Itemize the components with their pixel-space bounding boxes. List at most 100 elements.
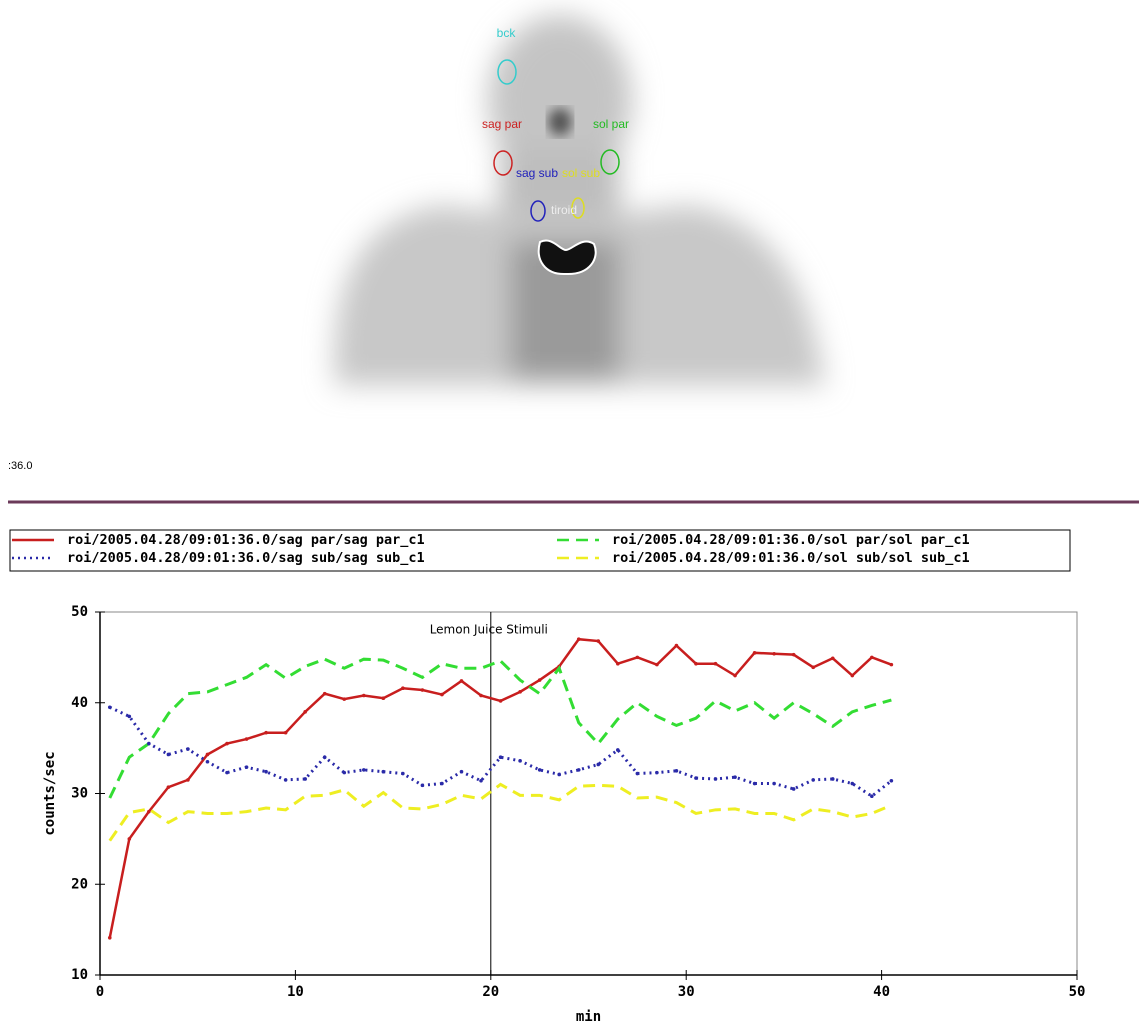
point — [186, 778, 190, 782]
point — [459, 679, 464, 683]
roi-label: sol sub — [562, 166, 600, 180]
point — [576, 768, 581, 772]
point — [635, 771, 640, 776]
x-tick-label: 10 — [287, 984, 304, 1000]
point — [147, 741, 151, 746]
point — [498, 699, 503, 703]
point — [616, 661, 620, 666]
point — [303, 710, 307, 714]
y-axis-label: counts/sec — [42, 751, 58, 835]
legend-label: roi/2005.04.28/09:01:36.0/sol par/sol pa… — [612, 532, 970, 548]
roi-label: tiroid — [551, 203, 577, 217]
series-line — [108, 782, 892, 842]
scintigraphy-image: bck sag par sol par sag sub sol sub tiro… — [334, 15, 825, 385]
point — [401, 771, 405, 776]
point — [576, 637, 581, 642]
point — [537, 678, 542, 682]
point — [147, 809, 151, 814]
point — [186, 747, 190, 751]
y-tick-label: 50 — [71, 604, 88, 620]
point — [733, 673, 737, 678]
point — [342, 770, 347, 775]
point — [498, 755, 503, 759]
point — [127, 837, 132, 841]
point — [361, 768, 366, 772]
point — [225, 770, 229, 775]
point — [889, 778, 894, 783]
point — [127, 714, 132, 719]
legend-box — [9, 529, 1071, 572]
point — [361, 693, 366, 698]
point — [303, 777, 307, 781]
point — [616, 748, 620, 752]
point — [518, 690, 522, 694]
point — [420, 688, 425, 692]
point — [557, 772, 561, 777]
point — [244, 737, 249, 741]
roi-label: sag sub — [516, 166, 558, 180]
point — [850, 781, 855, 786]
point — [479, 693, 483, 698]
point — [830, 656, 835, 661]
point — [752, 781, 757, 786]
point — [264, 730, 268, 735]
point — [166, 752, 171, 757]
x-tick-label: 50 — [1069, 984, 1086, 1000]
y-tick-label: 40 — [71, 695, 88, 711]
point — [694, 776, 698, 780]
point — [733, 775, 737, 779]
point — [870, 655, 874, 660]
point — [107, 705, 112, 710]
point — [655, 662, 659, 667]
point — [791, 652, 796, 657]
y-tick-label: 30 — [71, 786, 88, 802]
point — [713, 777, 718, 781]
point — [342, 697, 347, 701]
point — [479, 778, 483, 783]
point — [635, 655, 640, 660]
point — [166, 785, 171, 789]
point — [713, 661, 718, 666]
legend-label: roi/2005.04.28/09:01:36.0/sag sub/sag su… — [67, 550, 425, 566]
point — [225, 741, 229, 746]
point — [205, 759, 210, 764]
point — [889, 662, 894, 667]
point — [830, 777, 835, 781]
series-line — [109, 705, 893, 799]
point — [283, 730, 288, 735]
point — [459, 769, 464, 774]
y-tick-label: 20 — [71, 876, 88, 892]
point — [791, 787, 796, 791]
point — [264, 769, 268, 774]
point — [283, 778, 288, 782]
roi-label: sol par — [593, 117, 629, 131]
point — [537, 768, 542, 772]
point — [850, 673, 855, 678]
point — [811, 778, 816, 782]
point — [674, 769, 679, 773]
x-tick-label: 20 — [482, 984, 499, 1000]
point — [752, 651, 757, 655]
annotation-label: Lemon Juice Stimuli — [430, 623, 548, 637]
legend-label: roi/2005.04.28/09:01:36.0/sag par/sag pa… — [67, 532, 425, 548]
x-tick-label: 0 — [96, 984, 104, 1000]
point — [107, 935, 112, 940]
point — [401, 686, 405, 691]
point — [381, 696, 386, 701]
point — [655, 770, 659, 775]
point — [596, 639, 601, 643]
point — [381, 769, 386, 774]
roi-label: bck — [497, 26, 517, 40]
point — [772, 651, 776, 656]
point — [518, 759, 522, 763]
x-axis-label: min — [576, 1009, 601, 1025]
point — [772, 781, 776, 786]
point — [811, 665, 816, 670]
point — [596, 762, 601, 767]
point — [870, 794, 874, 799]
point — [674, 643, 679, 648]
plot-frame — [99, 611, 1078, 976]
point — [694, 661, 698, 666]
series-line — [108, 657, 892, 799]
